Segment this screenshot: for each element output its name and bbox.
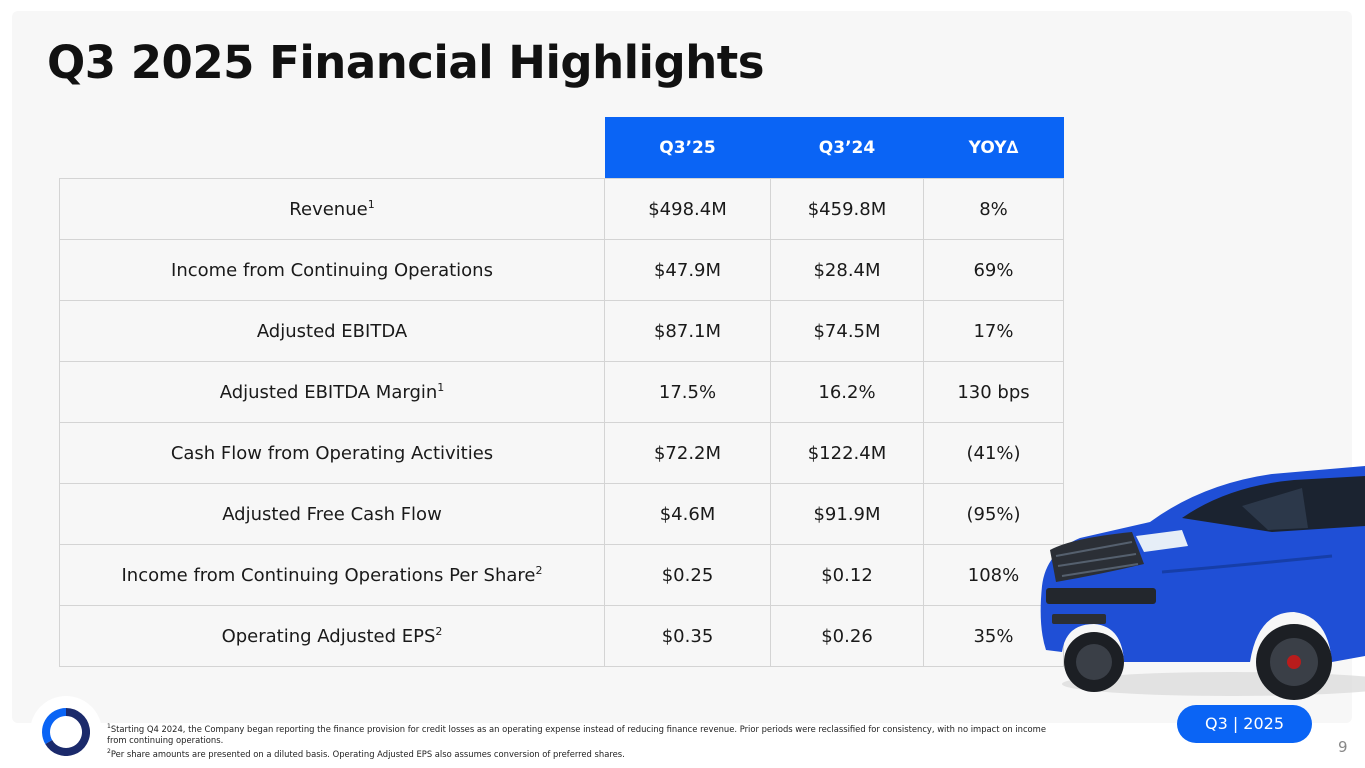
cell-q324: $28.4M [770, 239, 924, 301]
header-yoy: YOY∆ [923, 117, 1064, 179]
row-label: Operating Adjusted EPS2 [59, 605, 605, 667]
cell-q325: $4.6M [604, 483, 771, 545]
cell-q324: $459.8M [770, 178, 924, 240]
logo-ring-icon [42, 708, 90, 756]
cell-yoy: (95%) [923, 483, 1064, 545]
table-row: Cash Flow from Operating Activities $72.… [59, 422, 1064, 484]
row-label: Adjusted Free Cash Flow [59, 483, 605, 545]
row-label: Income from Continuing Operations [59, 239, 605, 301]
page-number: 9 [1338, 738, 1348, 756]
cell-yoy: 130 bps [923, 361, 1064, 423]
cell-q325: $0.25 [604, 544, 771, 606]
suv-image [1040, 466, 1365, 700]
cell-q325: $47.9M [604, 239, 771, 301]
cell-q324: $74.5M [770, 300, 924, 362]
footnote-2: 2Per share amounts are presented on a di… [107, 747, 625, 759]
table-row: Operating Adjusted EPS2 $0.35 $0.26 35% [59, 605, 1064, 667]
table-row: Adjusted EBITDA Margin1 17.5% 16.2% 130 … [59, 361, 1064, 423]
cell-q324: $0.26 [770, 605, 924, 667]
cell-q325: $498.4M [604, 178, 771, 240]
table-row: Revenue1 $498.4M $459.8M 8% [59, 178, 1064, 240]
row-label: Revenue1 [59, 178, 605, 240]
cell-q324: $0.12 [770, 544, 924, 606]
row-label: Adjusted EBITDA Margin1 [59, 361, 605, 423]
cell-yoy: 17% [923, 300, 1064, 362]
cell-q325: 17.5% [604, 361, 771, 423]
row-label: Cash Flow from Operating Activities [59, 422, 605, 484]
table-row: Income from Continuing Operations Per Sh… [59, 544, 1064, 606]
cell-q324: $91.9M [770, 483, 924, 545]
footnotes: 1Starting Q4 2024, the Company began rep… [107, 721, 1062, 760]
footnote-1: 1Starting Q4 2024, the Company began rep… [107, 723, 1046, 745]
page-title: Q3 2025 Financial Highlights [47, 36, 765, 89]
company-logo [30, 696, 102, 768]
header-q324: Q3’24 [770, 117, 924, 179]
row-label: Income from Continuing Operations Per Sh… [59, 544, 605, 606]
cell-yoy: (41%) [923, 422, 1064, 484]
cell-yoy: 8% [923, 178, 1064, 240]
table-row: Income from Continuing Operations $47.9M… [59, 239, 1064, 301]
cell-q324: $122.4M [770, 422, 924, 484]
period-badge: Q3 | 2025 [1177, 705, 1312, 743]
cell-q325: $72.2M [604, 422, 771, 484]
header-q325: Q3’25 [604, 117, 771, 179]
cell-yoy: 35% [923, 605, 1064, 667]
cell-yoy: 69% [923, 239, 1064, 301]
table-row: Adjusted Free Cash Flow $4.6M $91.9M (95… [59, 483, 1064, 545]
table-header-row: Q3’25 Q3’24 YOY∆ [60, 117, 1064, 179]
cell-q324: 16.2% [770, 361, 924, 423]
table-row: Adjusted EBITDA $87.1M $74.5M 17% [59, 300, 1064, 362]
cell-q325: $0.35 [604, 605, 771, 667]
financial-highlights-table: Q3’25 Q3’24 YOY∆ Revenue1 $498.4M $459.8… [59, 117, 1064, 667]
header-blank-cell [60, 117, 605, 179]
row-label: Adjusted EBITDA [59, 300, 605, 362]
cell-q325: $87.1M [604, 300, 771, 362]
cell-yoy: 108% [923, 544, 1064, 606]
